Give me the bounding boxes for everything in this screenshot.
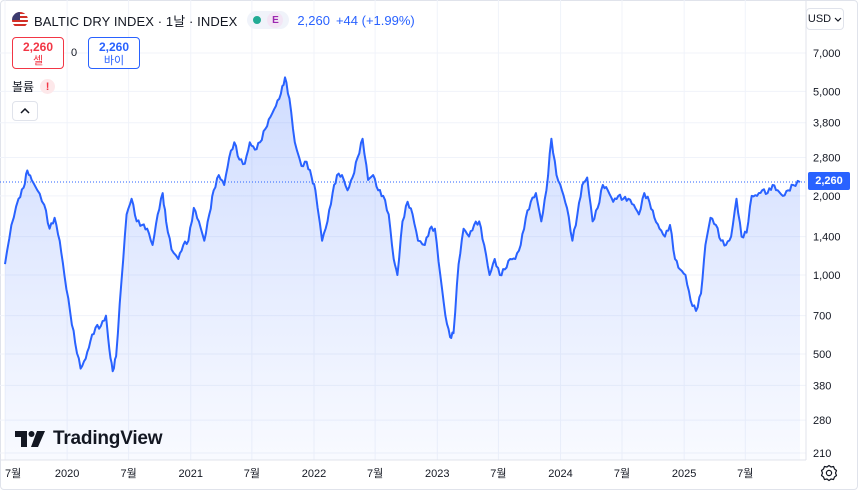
time-axis[interactable]: 7월 2020 7월 2021 7월 2022 7월 2023 7월 2024 7월 2025 7월 [5,467,753,480]
series-area [5,77,800,461]
volume-label: 볼륨 [12,80,35,94]
gear-icon[interactable] [820,464,838,482]
y-tick-label: 210 [813,448,831,460]
x-tick-label: 7월 [490,467,506,480]
warning-icon[interactable]: ! [40,79,56,94]
tradingview-logo-icon [15,431,45,447]
y-tick-label: 2,000 [813,191,841,203]
sell-button[interactable]: 2,260 셀 [12,37,64,69]
us-flag-icon [12,12,28,28]
volume-legend[interactable]: 볼륨 ! [12,78,56,95]
chevron-up-icon [20,108,30,114]
x-tick-label: 7월 [244,467,260,480]
buy-button[interactable]: 2,260 바이 [88,37,140,69]
buy-value: 2,260 [98,40,130,54]
series-line [4,76,801,373]
brand-name: TradingView [53,428,163,449]
x-tick-label: 7월 [614,467,630,480]
currency-selector[interactable]: USD [806,8,844,30]
x-tick-label: 2020 [55,468,79,480]
y-tick-label: 380 [813,380,831,392]
x-tick-label: 7월 [120,467,136,480]
buy-label: 바이 [103,55,125,67]
price-change: +44 (+1.99%) [335,12,415,28]
y-tick-label: 7,000 [813,48,841,60]
y-tick-label: 1,000 [813,270,841,282]
x-tick-label: 2024 [548,468,572,480]
y-tick-label: 3,800 [813,118,841,130]
last-price: 2,260 [297,12,330,28]
currency-label: USD [807,13,832,25]
x-tick-label: 7월 [737,467,753,480]
symbol-header: BALTIC DRY INDEX · 1날 · INDEX E 2,260 +4… [12,10,415,30]
x-tick-label: 2025 [672,468,696,480]
spread-value: 0 [71,47,78,59]
sell-value: 2,260 [22,40,54,54]
y-tick-label: 1,400 [813,232,841,244]
y-tick-label: 500 [813,349,831,361]
sell-label: 셀 [32,55,44,67]
y-tick-label: 700 [813,311,831,323]
price-axis[interactable]: 210 280 380 500 700 1,000 1,400 2,000 2,800 3,800… [813,48,841,460]
x-tick-label: 7월 [367,467,383,480]
collapse-legend-button[interactable] [12,101,38,121]
x-tick-label: 2022 [302,468,326,480]
y-tick-label: 280 [813,415,831,427]
tradingview-logo[interactable]: TradingView [15,428,163,450]
market-status[interactable]: E [247,11,290,29]
exchange-badge: E [267,12,284,28]
market-open-dot-icon [253,16,262,24]
symbol-title[interactable]: BALTIC DRY INDEX · 1날 · INDEX [34,13,238,29]
last-price-tag: 2,260 [808,172,850,190]
y-tick-label: 5,000 [813,86,841,98]
x-tick-label: 7월 [5,467,21,480]
x-tick-label: 2023 [425,468,449,480]
y-tick-label: 2,800 [813,153,841,165]
chevron-down-icon [834,17,842,22]
x-tick-label: 2021 [179,468,203,480]
